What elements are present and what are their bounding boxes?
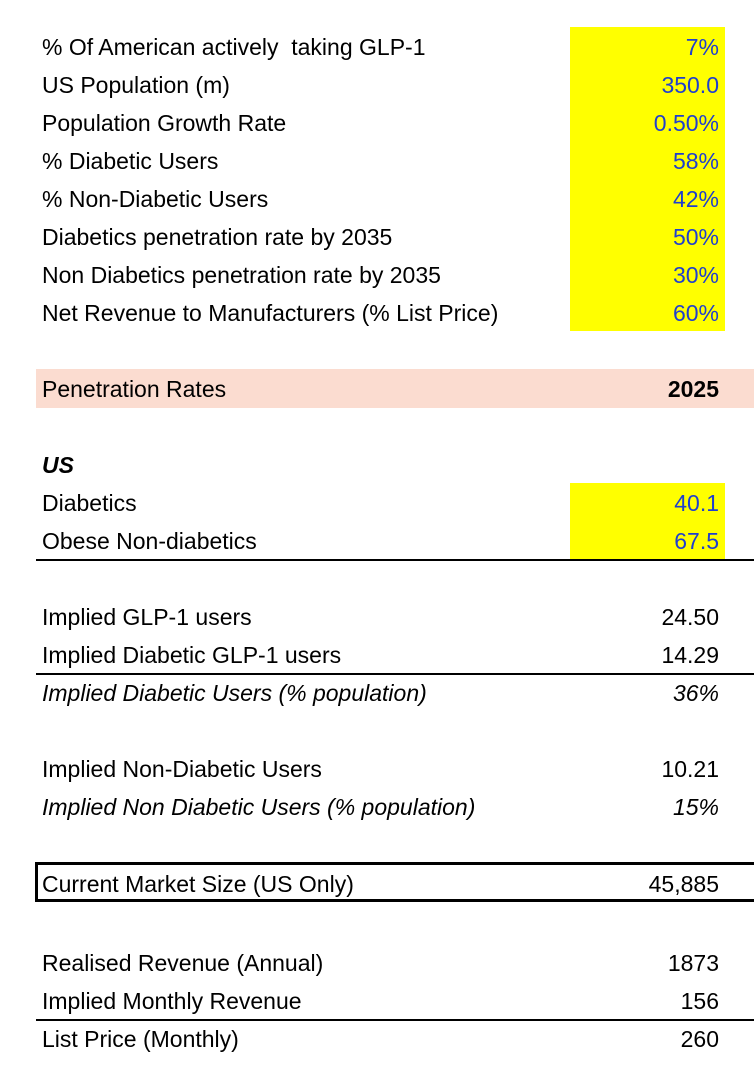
input-cell[interactable]: 58% — [672, 148, 719, 174]
assumption-row: Net Revenue to Manufacturers (% List Pri… — [0, 294, 754, 332]
assumption-row: % Non-Diabetic Users 42% — [0, 180, 754, 218]
region-heading: US — [42, 452, 74, 478]
monthly-revenue-row: Implied Monthly Revenue 156 — [0, 982, 754, 1020]
input-cell[interactable]: 7% — [685, 34, 719, 60]
value-cell[interactable]: 1873 — [667, 950, 719, 976]
input-cell[interactable]: 50% — [672, 224, 719, 250]
row-label: % Diabetic Users — [42, 148, 219, 174]
section-title: Penetration Rates — [42, 376, 227, 402]
us-heading-row: US — [0, 446, 754, 484]
row-label: Net Revenue to Manufacturers (% List Pri… — [42, 300, 499, 326]
assumption-row: Non Diabetics penetration rate by 2035 3… — [0, 256, 754, 294]
annual-revenue-row: Realised Revenue (Annual) 1873 — [0, 944, 754, 982]
penetration-header-band — [36, 369, 754, 408]
list-price-row: List Price (Monthly) 260 — [0, 1020, 754, 1058]
market-size-box — [35, 862, 754, 902]
value-cell[interactable]: 15% — [672, 794, 719, 820]
row-label: Diabetics — [42, 490, 137, 516]
assumption-row: % Diabetic Users 58% — [0, 142, 754, 180]
row-label: Current Market Size (US Only) — [42, 871, 354, 897]
value-cell[interactable]: 45,885 — [648, 871, 719, 897]
implied-diabetic-pct-row: Implied Diabetic Users (% population) 36… — [0, 674, 754, 712]
row-label: Implied Non Diabetic Users (% population… — [42, 794, 476, 820]
divider — [36, 559, 754, 561]
implied-glp1-row: Implied GLP-1 users 24.50 — [0, 598, 754, 636]
input-cell[interactable]: 30% — [672, 262, 719, 288]
row-label: Obese Non-diabetics — [42, 528, 257, 554]
input-cell[interactable]: 60% — [672, 300, 719, 326]
penetration-header-row: Penetration Rates 2025 — [0, 370, 754, 408]
row-label: Non Diabetics penetration rate by 2035 — [42, 262, 441, 288]
implied-non-diabetic-row: Implied Non-Diabetic Users 10.21 — [0, 750, 754, 788]
market-size-row: Current Market Size (US Only) 45,885 — [0, 865, 754, 903]
implied-diabetic-row: Implied Diabetic GLP-1 users 14.29 — [0, 636, 754, 674]
obese-row: Obese Non-diabetics 67.5 — [0, 522, 754, 560]
divider — [36, 673, 754, 675]
input-cells-highlight — [570, 27, 725, 331]
row-label: Implied Diabetic GLP-1 users — [42, 642, 342, 668]
divider — [36, 1019, 754, 1021]
us-input-cells-highlight — [570, 483, 725, 559]
value-cell[interactable]: 10.21 — [661, 756, 719, 782]
input-cell[interactable]: 42% — [672, 186, 719, 212]
row-label: US Population (m) — [42, 72, 230, 98]
row-label: Population Growth Rate — [42, 110, 287, 136]
input-cell[interactable]: 67.5 — [674, 528, 719, 554]
row-label: % Non-Diabetic Users — [42, 186, 269, 212]
value-cell[interactable]: 260 — [680, 1026, 719, 1052]
input-cell[interactable]: 0.50% — [653, 110, 719, 136]
year-header: 2025 — [667, 376, 719, 402]
assumption-row: Diabetics penetration rate by 2035 50% — [0, 218, 754, 256]
diabetics-row: Diabetics 40.1 — [0, 484, 754, 522]
row-label: Diabetics penetration rate by 2035 — [42, 224, 393, 250]
row-label: Implied GLP-1 users — [42, 604, 252, 630]
assumption-row: Population Growth Rate 0.50% — [0, 104, 754, 142]
value-cell[interactable]: 156 — [680, 988, 719, 1014]
value-cell[interactable]: 36% — [672, 680, 719, 706]
input-cell[interactable]: 350.0 — [661, 72, 719, 98]
row-label: Realised Revenue (Annual) — [42, 950, 324, 976]
implied-non-diabetic-pct-row: Implied Non Diabetic Users (% population… — [0, 788, 754, 826]
row-label: Implied Non-Diabetic Users — [42, 756, 322, 782]
row-label: % Of American actively taking GLP-1 — [42, 34, 426, 60]
row-label: Implied Diabetic Users (% population) — [42, 680, 427, 706]
row-label: List Price (Monthly) — [42, 1026, 239, 1052]
assumption-row: % Of American actively taking GLP-1 7% — [0, 28, 754, 66]
assumption-row: US Population (m) 350.0 — [0, 66, 754, 104]
value-cell[interactable]: 24.50 — [661, 604, 719, 630]
value-cell[interactable]: 14.29 — [661, 642, 719, 668]
input-cell[interactable]: 40.1 — [674, 490, 719, 516]
row-label: Implied Monthly Revenue — [42, 988, 302, 1014]
